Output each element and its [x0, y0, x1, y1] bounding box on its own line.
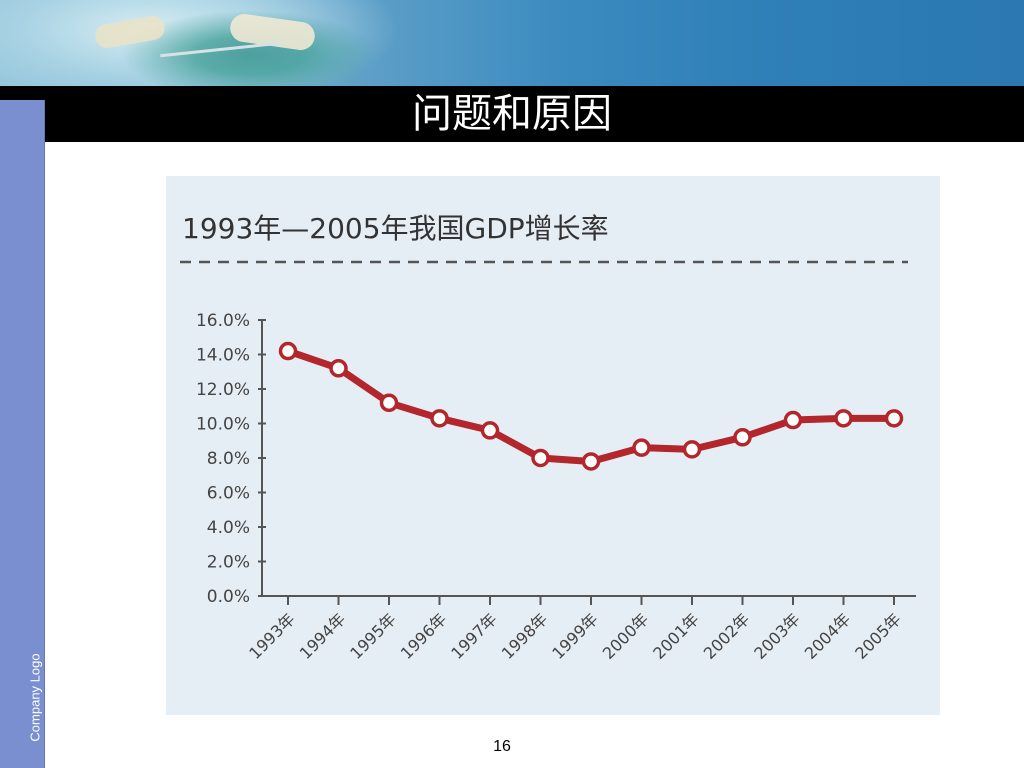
x-tick-label: 2005年: [851, 609, 905, 663]
y-tick-label: 12.0%: [196, 380, 250, 400]
data-point: [733, 428, 752, 447]
x-tick-label: 1997年: [447, 609, 501, 663]
data-point: [329, 359, 348, 378]
header-banner-image: [0, 0, 1024, 86]
x-tick-label: 1993年: [245, 609, 299, 663]
y-tick-label: 8.0%: [207, 449, 250, 469]
data-point: [379, 393, 399, 413]
x-tick-label: 2002年: [700, 609, 754, 663]
company-logo: Company Logo: [27, 653, 43, 742]
y-tick-label: 0.0%: [207, 587, 250, 607]
page-number: 16: [493, 738, 511, 755]
x-tick-label: 1999年: [548, 609, 602, 663]
gdp-line-chart: 1993年—2005年我国GDP增长率 0.0% 2.0% 4.0% 6.0% 8.0%…: [180, 212, 916, 663]
x-tick-label: 2004年: [801, 609, 855, 663]
y-tick-label: 14.0%: [196, 346, 250, 366]
x-tick-label: 1996年: [397, 609, 451, 663]
y-tick-label: 2.0%: [207, 553, 250, 573]
data-point: [682, 440, 702, 459]
x-tick-label: 2001年: [649, 609, 703, 663]
data-point: [834, 409, 853, 428]
x-tick-label: 2000年: [599, 609, 653, 663]
data-point: [783, 410, 803, 430]
x-tick-label: 1995年: [346, 609, 400, 663]
chart-title: 1993年—2005年我国GDP增长率: [182, 212, 609, 245]
title-bar: 问题和原因: [0, 86, 1024, 142]
slide-title: 问题和原因: [412, 91, 612, 137]
data-point: [278, 341, 298, 361]
series-line: [284, 347, 898, 465]
data-point: [581, 452, 601, 471]
data-point: [884, 409, 904, 428]
data-point: [480, 421, 500, 440]
y-tick-label: 16.0%: [196, 311, 250, 331]
x-tick-label: 1998年: [498, 609, 552, 663]
chart-container: 1993年—2005年我国GDP增长率 0.0% 2.0% 4.0% 6.0% 8.0%…: [166, 176, 940, 715]
y-tick-label: 4.0%: [207, 518, 250, 538]
y-tick-label: 10.0%: [196, 415, 250, 435]
y-tick-label: 6.0%: [207, 484, 250, 504]
data-point: [430, 409, 449, 428]
data-point: [632, 438, 651, 457]
left-sidebar-bar: [0, 100, 45, 768]
data-point: [531, 448, 550, 468]
x-tick-label: 1994年: [296, 609, 350, 663]
x-tick-label: 2003年: [750, 609, 804, 663]
